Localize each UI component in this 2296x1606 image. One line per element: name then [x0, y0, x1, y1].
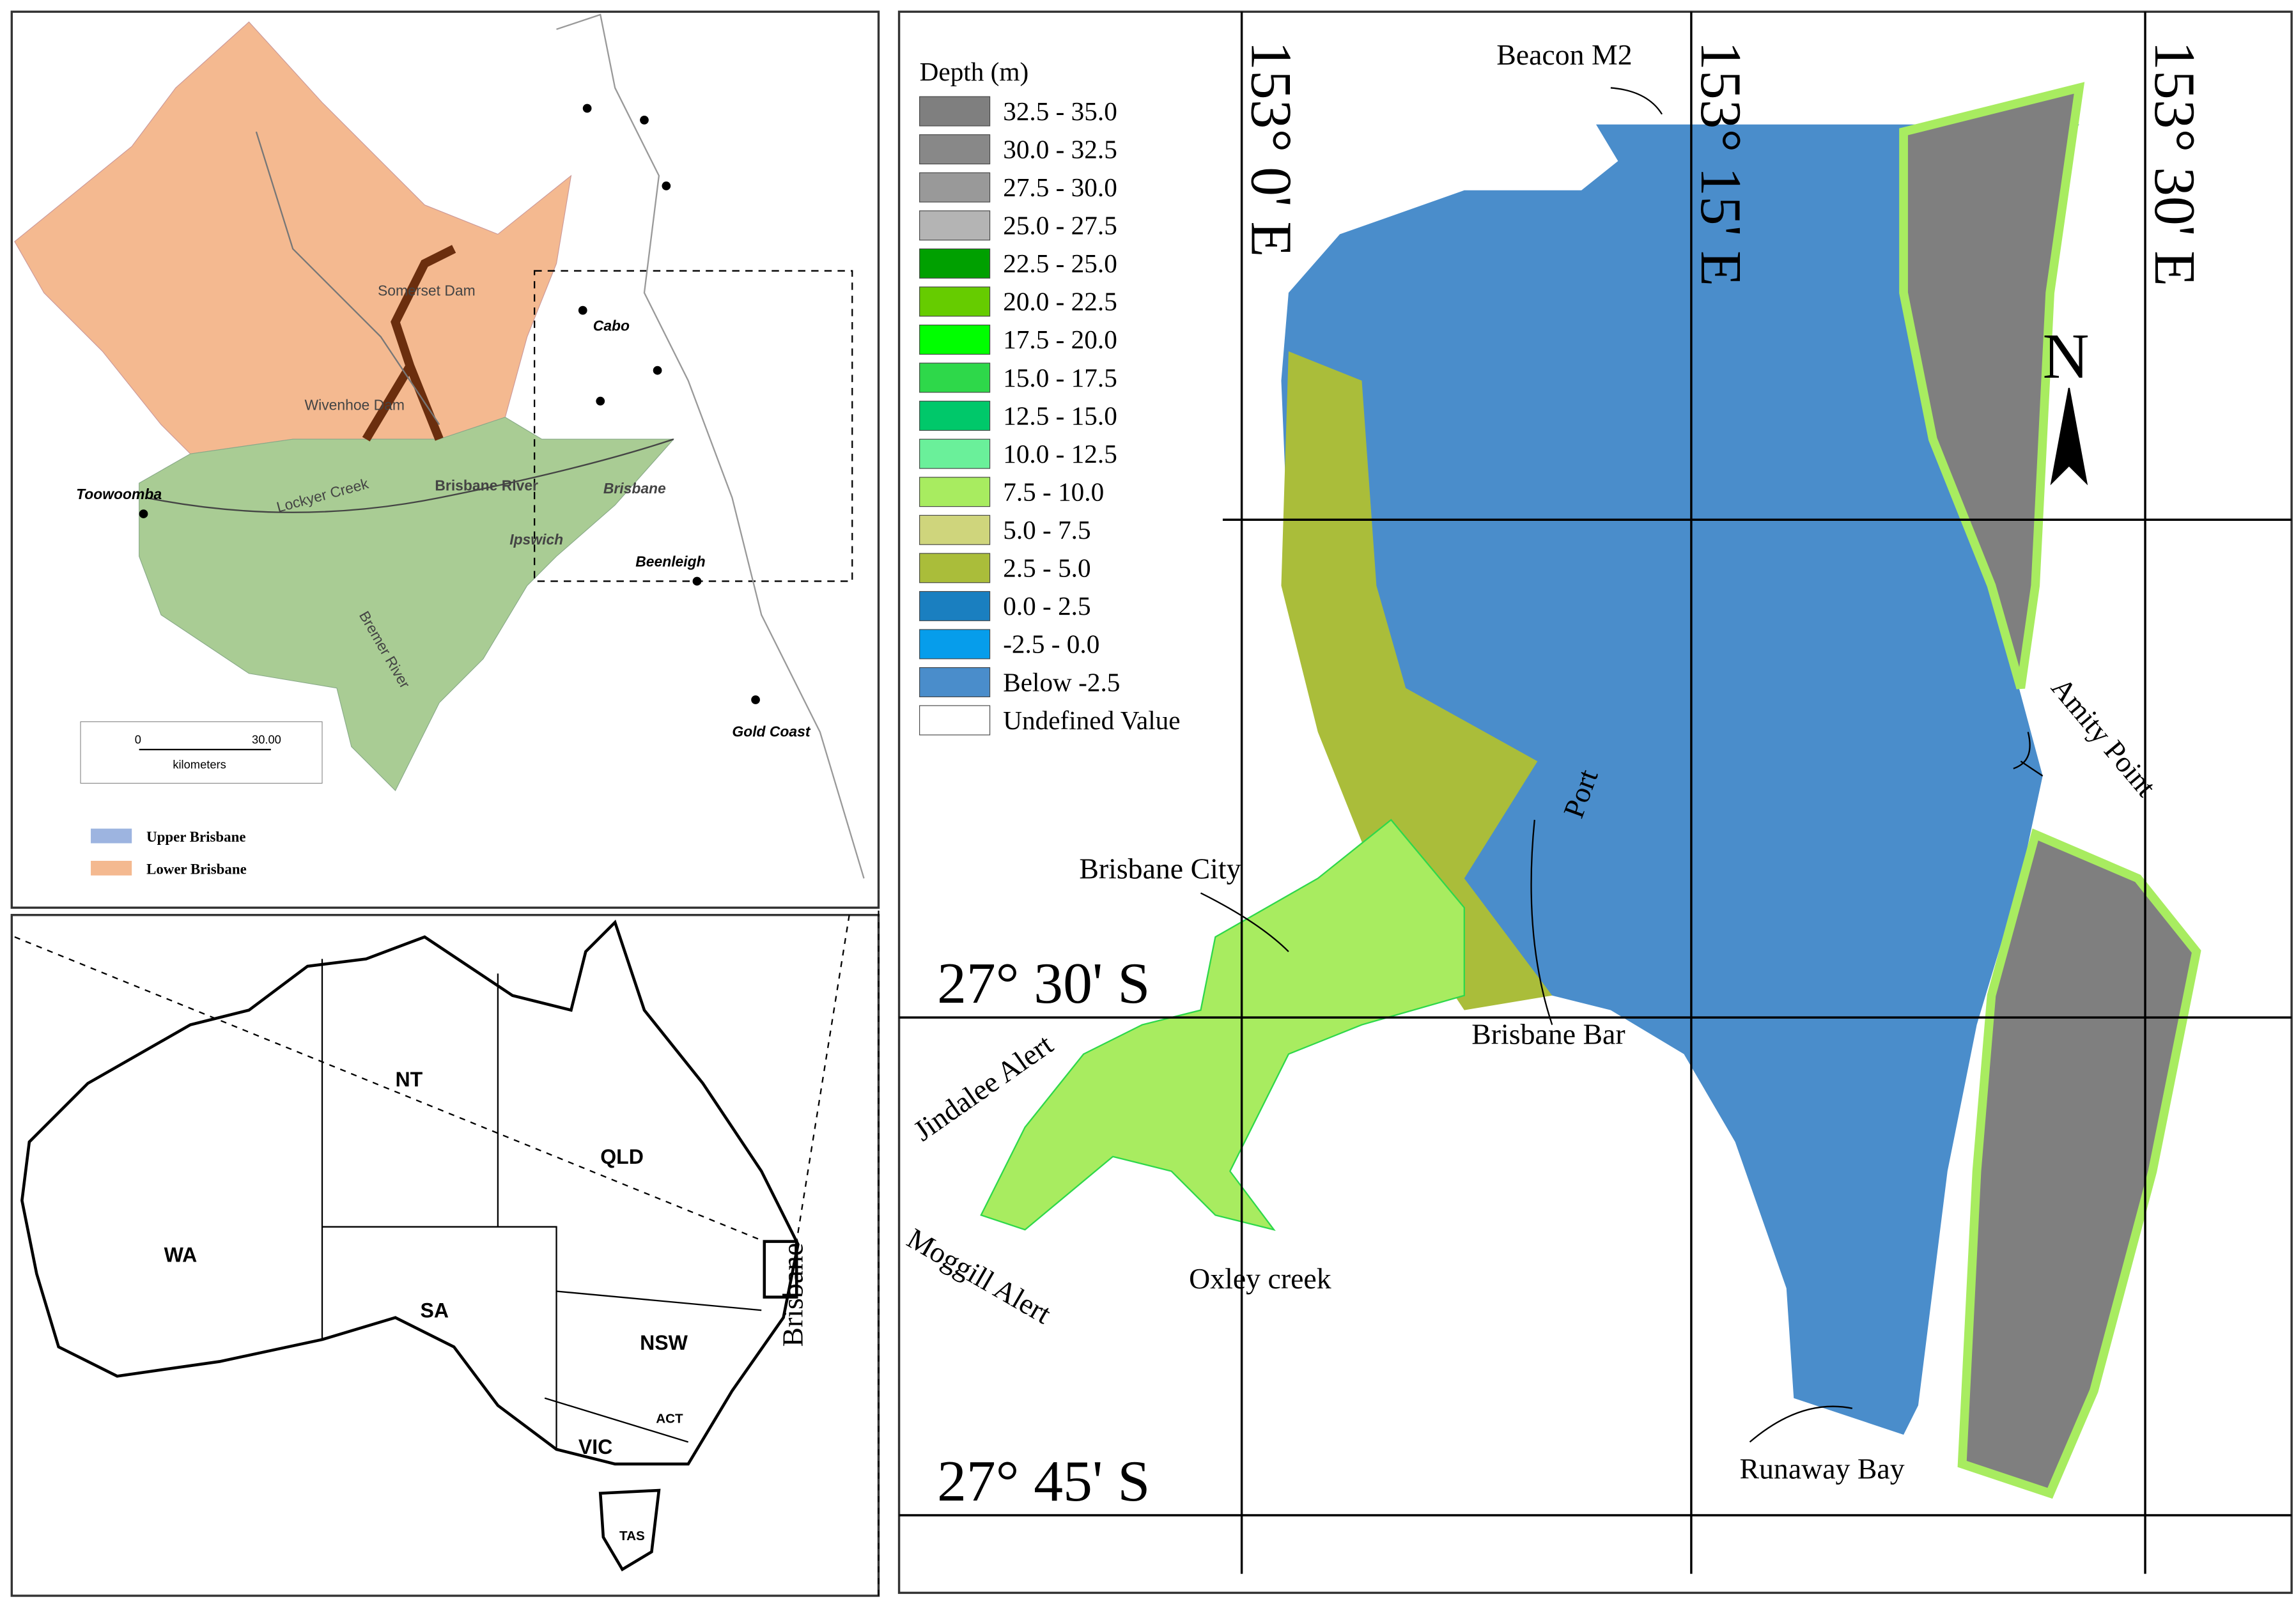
legend-label: 7.5 - 10.0	[1003, 477, 1104, 506]
latitude-label: 27° 30' S	[937, 950, 1150, 1015]
legend-label: -2.5 - 0.0	[1003, 629, 1099, 659]
place-label: Beacon M2	[1496, 38, 1632, 71]
inset-box	[534, 270, 853, 582]
place-label: Brisbane	[776, 1243, 809, 1347]
scale-box	[80, 721, 323, 784]
island	[1957, 828, 2201, 1499]
place-label: Wivenhoe Dam	[305, 396, 405, 413]
legend-swatch	[919, 553, 991, 583]
state-label: NSW	[640, 1331, 688, 1354]
scale-tick: 30.00	[252, 733, 281, 746]
leader	[14, 910, 880, 1596]
place-label: Beenleigh	[635, 553, 705, 570]
australia	[20, 919, 800, 1466]
legend-swatch	[919, 172, 991, 203]
place-label: Toowoomba	[76, 486, 162, 502]
legend-label: 30.0 - 32.5	[1003, 134, 1117, 164]
state-label: VIC	[578, 1435, 612, 1458]
latitude-label: 27° 45' S	[937, 1448, 1150, 1513]
scale-tick: 0	[135, 733, 141, 746]
legend-label: Lower Brisbane	[146, 861, 247, 877]
north-label: N	[2043, 320, 2090, 392]
state-label: WA	[164, 1244, 198, 1267]
place-label: Brisbane City	[1079, 852, 1241, 884]
place-label: Oxley creek	[1189, 1262, 1331, 1295]
legend-label: 27.5 - 30.0	[1003, 173, 1117, 202]
legend-label: 22.5 - 25.0	[1003, 249, 1117, 278]
locator	[763, 1240, 798, 1299]
place-label: Runaway Bay	[1739, 1453, 1904, 1485]
legend-swatch	[919, 134, 991, 165]
legend-swatch	[919, 477, 991, 507]
shallow-shore	[1281, 351, 1553, 1010]
legend-swatch	[919, 667, 991, 697]
state-label: SA	[420, 1299, 449, 1322]
legend-swatch	[919, 401, 991, 431]
longitude-label: 153° 15' E	[1689, 41, 1754, 286]
coast	[556, 13, 865, 879]
legend-label: 2.5 - 5.0	[1003, 553, 1090, 583]
leader	[1200, 87, 2044, 1443]
tasmania	[598, 1488, 661, 1571]
legend-swatch	[919, 629, 991, 660]
legend-label: 10.0 - 12.5	[1003, 439, 1117, 468]
state-border	[321, 959, 762, 1449]
north-arrow	[2050, 387, 2088, 486]
legend-label: Below -2.5	[1003, 667, 1120, 697]
legend-swatch	[919, 248, 991, 279]
place-label: Somerset Dam	[378, 282, 476, 299]
legend-title: Depth (m)	[920, 57, 1029, 87]
legend-swatch	[919, 438, 991, 469]
state-label: NT	[396, 1068, 423, 1091]
legend-swatch	[919, 514, 991, 545]
river	[146, 438, 674, 513]
river	[255, 131, 440, 425]
legend-swatch	[919, 705, 991, 736]
legend-label: Upper Brisbane	[146, 829, 245, 845]
legend-swatch	[919, 591, 991, 621]
legend-label: 25.0 - 27.5	[1003, 211, 1117, 240]
place-label: Brisbane River	[435, 477, 538, 493]
scale-unit: kilometers	[173, 758, 226, 771]
panel-frame	[897, 10, 2293, 1594]
island	[1899, 82, 2085, 690]
legend-label: 0.0 - 2.5	[1003, 591, 1090, 621]
place-label: Gold Coast	[732, 723, 811, 739]
legend-label: 5.0 - 7.5	[1003, 515, 1090, 544]
bay-water	[1281, 124, 2079, 1435]
legend-swatch	[919, 324, 991, 355]
place-label: Moggill Alert	[902, 1222, 1057, 1331]
longitude-label: 153° 0' E	[1239, 41, 1305, 257]
place-label: Brisbane Bar	[1471, 1017, 1625, 1050]
legend-label: 15.0 - 17.5	[1003, 363, 1117, 392]
place-label: Brisbane	[603, 480, 666, 497]
legend-swatch	[919, 362, 991, 393]
legend-label: 32.5 - 35.0	[1003, 97, 1117, 126]
river-reach	[980, 819, 1465, 1232]
state-label: QLD	[600, 1145, 644, 1168]
place-label: Cabo	[593, 318, 630, 334]
legend-swatch	[91, 860, 132, 876]
lower-catchment	[14, 21, 572, 454]
legend-label: 20.0 - 22.5	[1003, 287, 1117, 316]
legend-swatch	[919, 286, 991, 317]
place-label: Ipswich	[509, 531, 563, 548]
longitude-label: 153° 30' E	[2143, 41, 2208, 286]
panel-frame	[10, 10, 880, 909]
state-label: TAS	[619, 1529, 645, 1543]
legend-swatch	[919, 210, 991, 241]
state-label: ACT	[656, 1412, 683, 1426]
legend-label: 12.5 - 15.0	[1003, 401, 1117, 430]
legend-swatch	[919, 96, 991, 127]
legend-swatch	[91, 828, 132, 844]
legend-label: 17.5 - 20.0	[1003, 325, 1117, 354]
legend-label: Undefined Value	[1003, 706, 1180, 735]
